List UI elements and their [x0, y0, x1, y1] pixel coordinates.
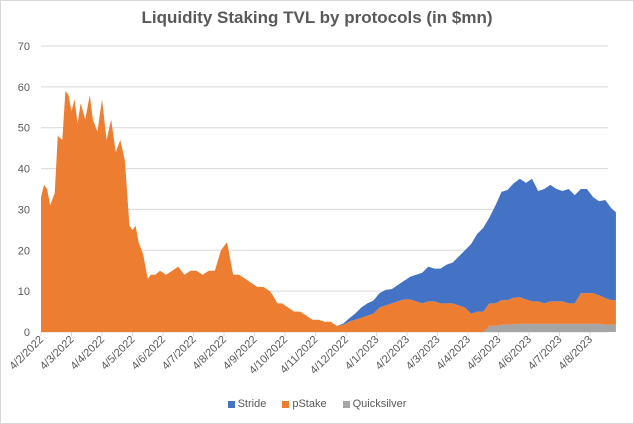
y-tick-label: 40 — [18, 164, 30, 176]
legend-swatch — [282, 400, 290, 408]
legend-label: Quicksilver — [352, 398, 407, 410]
y-tick-label: 10 — [18, 286, 30, 298]
legend-label: pStake — [292, 398, 327, 410]
area-stride — [41, 90, 616, 326]
y-tick-label: 20 — [18, 245, 30, 257]
legend-item-quicksilver: Quicksilver — [342, 398, 407, 410]
chart-title: Liquidity Staking TVL by protocols (in $… — [141, 8, 493, 27]
y-tick-label: 0 — [24, 327, 30, 339]
legend-label: Stride — [237, 398, 267, 410]
legend-item-stride: Stride — [227, 398, 267, 410]
area-pstake — [41, 90, 616, 332]
legend-item-pstake: pStake — [282, 398, 327, 410]
y-tick-label: 30 — [18, 204, 30, 216]
legend-swatch — [342, 400, 350, 408]
legend-swatch — [227, 400, 235, 408]
chart-legend: Stride pStake Quicksilver — [0, 398, 634, 411]
y-tick-label: 60 — [18, 82, 30, 94]
x-tick-label: 4/8/2023 — [556, 334, 595, 373]
area-quicksilver — [41, 323, 616, 332]
y-tick-label: 70 — [18, 41, 30, 53]
y-tick-label: 50 — [18, 123, 30, 135]
